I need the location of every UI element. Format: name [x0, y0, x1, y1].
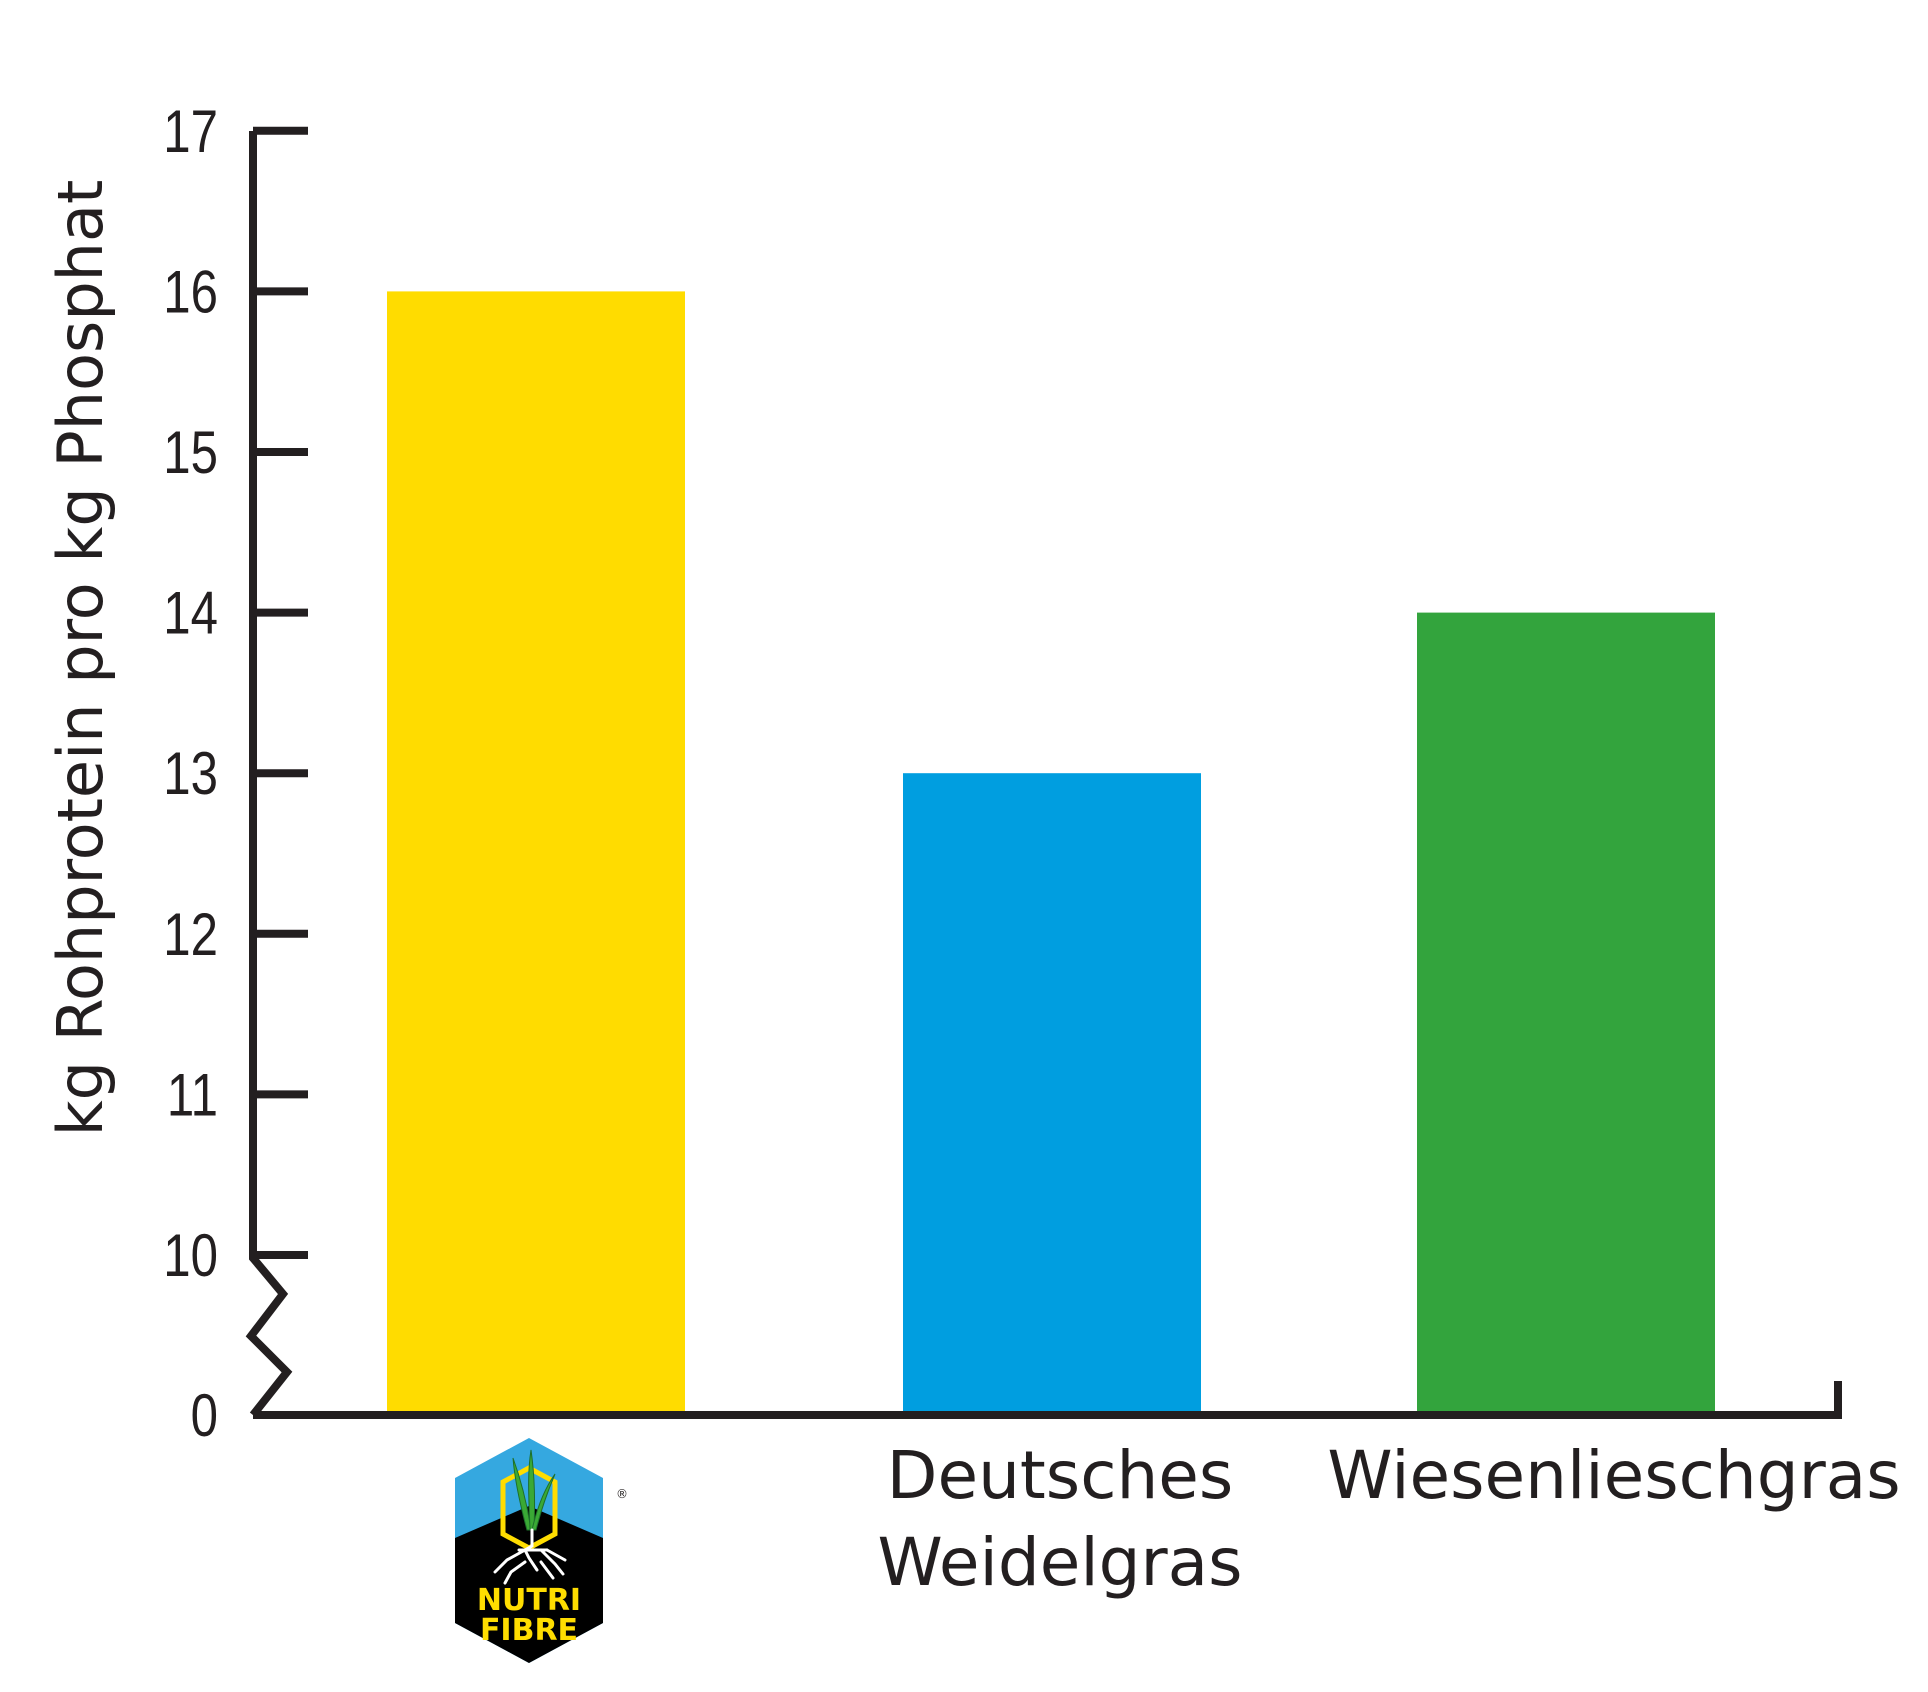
x-axis-line [253, 1381, 1842, 1419]
grass-leaf-icon [512, 1449, 556, 1531]
registered-mark: ® [616, 1487, 628, 1501]
y-ticks [253, 126, 308, 1259]
y-axis-title: kg Rohprotein pro kg Phosphat [44, 180, 117, 1137]
nutri-fibre-logo: NUTRI FIBRE ® [455, 1438, 628, 1663]
x-category-labels: Deutsches Weidelgras Wiesenlieschgras [877, 1437, 1900, 1601]
y-axis-line [245, 131, 293, 1418]
logo-text-nutri: NUTRI [477, 1583, 581, 1618]
bars [387, 291, 1715, 1415]
x-category-label: Wiesenlieschgras [1327, 1437, 1900, 1514]
y-tick-label: 14 [163, 579, 218, 647]
x-category-label: Weidelgras [877, 1524, 1242, 1601]
y-tick-label: 12 [163, 900, 218, 968]
y-tick-label: 16 [163, 258, 218, 326]
y-tick-label: 0 [191, 1381, 218, 1449]
y-tick-label: 11 [167, 1061, 218, 1129]
bar-deutsches-weidelgras [903, 773, 1201, 1415]
x-category-label: Deutsches [887, 1437, 1234, 1514]
bar-wiesenlieschgras [1417, 612, 1715, 1415]
bar-nutri-fibre [387, 291, 685, 1415]
y-tick-label: 13 [163, 740, 218, 808]
y-tick-label: 10 [163, 1221, 218, 1289]
y-tick-labels: 0 10 11 12 13 14 15 16 17 [163, 97, 218, 1449]
axes [245, 131, 1842, 1419]
roots-icon [493, 1528, 567, 1585]
y-tick-label: 17 [163, 97, 218, 165]
logo-soil [455, 1506, 603, 1663]
y-tick-label: 15 [163, 418, 218, 486]
logo-text-fibre: FIBRE [480, 1613, 578, 1648]
